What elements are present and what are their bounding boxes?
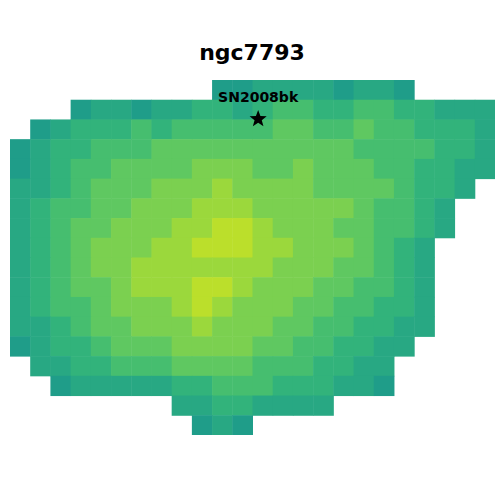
- html-text:ngc7793: ngc7793: [199, 40, 305, 65]
- svg-text:SN2008bk: SN2008bk: [218, 89, 299, 105]
